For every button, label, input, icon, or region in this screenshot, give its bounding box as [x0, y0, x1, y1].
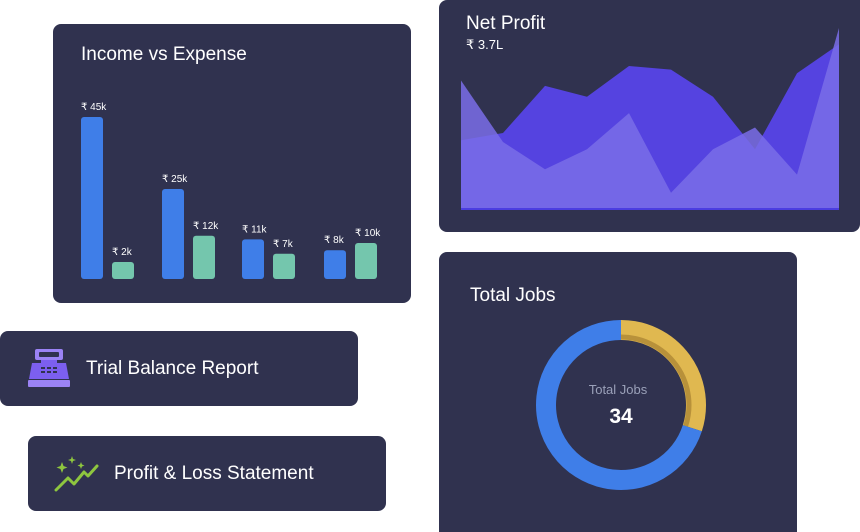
bar-series2-2	[193, 235, 215, 279]
bar-series2-4	[355, 243, 377, 279]
income-vs-expense-title: Income vs Expense	[81, 44, 247, 65]
total-jobs-card: Total Jobs Total Jobs 34	[439, 252, 797, 532]
donut-slice-shade	[620, 334, 692, 427]
net-profit-title: Net Profit	[466, 13, 546, 34]
donut-slice-1	[536, 320, 702, 490]
bar-data-label: ₹ 25k	[162, 174, 188, 185]
cash-register-icon	[28, 349, 70, 387]
bar-data-label: ₹ 7k	[273, 239, 294, 250]
net-profit-area-chart	[461, 28, 839, 210]
bar-series2-3	[273, 253, 295, 279]
income-vs-expense-card: Income vs Expense ₹ 45k ₹ 25k ₹ 11k ₹ 8k ₹ 2…	[53, 24, 411, 303]
bar-data-label: ₹ 45k	[81, 102, 107, 113]
donut-slice-2	[620, 320, 706, 432]
bar-data-label: ₹ 12k	[193, 221, 219, 232]
bar-data-label: ₹ 11k	[242, 224, 268, 235]
bar-series1-2	[162, 189, 184, 279]
total-jobs-donut-chart	[536, 320, 706, 490]
income-vs-expense-chart: ₹ 45k ₹ 25k ₹ 11k ₹ 8k ₹ 2k ₹ 12k ₹ 7k ₹ 10k	[81, 102, 381, 279]
donut-center-label: Total Jobs	[588, 382, 648, 397]
area-series-2	[461, 28, 839, 209]
bar-data-label: ₹ 10k	[355, 228, 381, 239]
trial-balance-report-button[interactable]: Trial Balance Report	[0, 331, 358, 406]
total-jobs-title: Total Jobs	[470, 285, 556, 306]
profit-loss-statement-label: Profit & Loss Statement	[114, 463, 314, 484]
bar-series1-3	[242, 239, 264, 279]
bar-series1-1	[81, 117, 103, 279]
bar-data-label: ₹ 2k	[112, 247, 133, 258]
profit-loss-statement-button[interactable]: Profit & Loss Statement	[28, 436, 386, 511]
net-profit-value: ₹ 3.7L	[466, 37, 504, 52]
donut-center-value: 34	[609, 405, 633, 428]
net-profit-card: Net Profit ₹ 3.7L	[439, 0, 860, 232]
bar-series1-4	[324, 250, 346, 279]
sparkle-trend-icon	[54, 456, 99, 492]
bar-data-label: ₹ 8k	[324, 235, 345, 246]
bar-series2-1	[112, 262, 134, 279]
trial-balance-report-label: Trial Balance Report	[86, 358, 259, 379]
